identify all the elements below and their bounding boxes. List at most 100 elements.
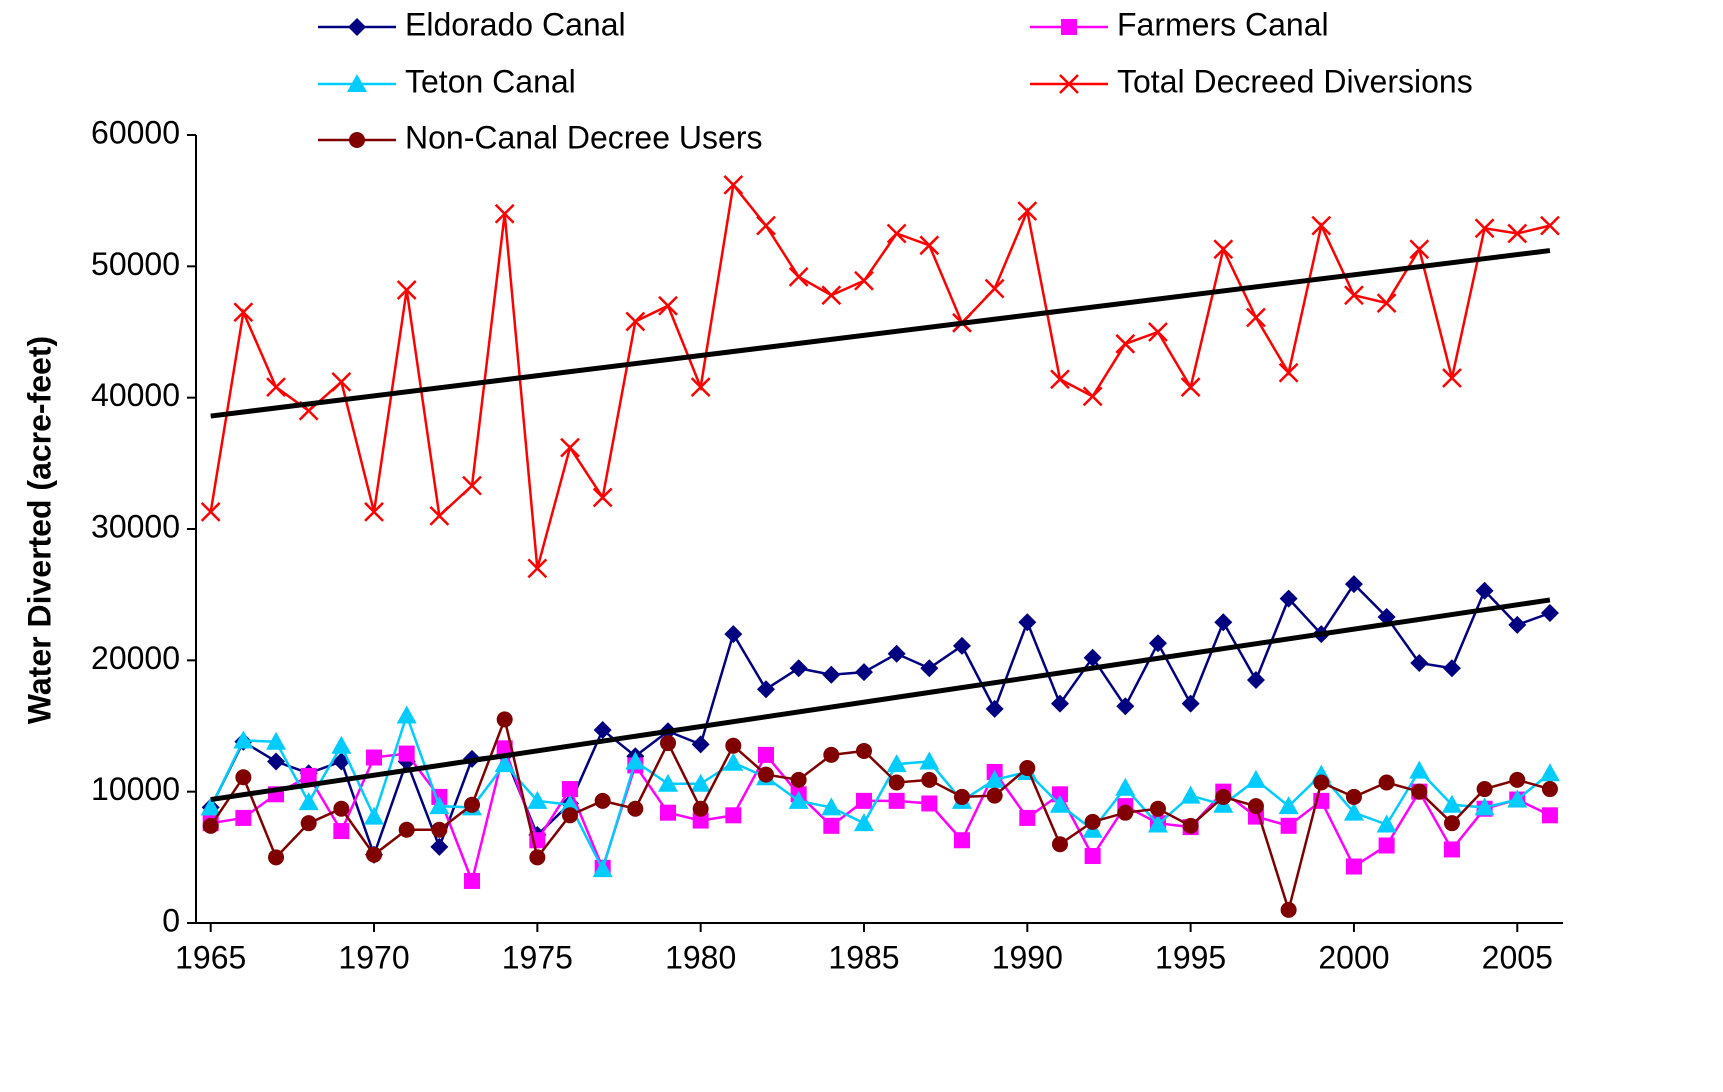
marker: [1345, 788, 1362, 805]
legend-label: Total Decreed Diversions: [1117, 63, 1473, 99]
marker: [1051, 786, 1068, 803]
marker: [657, 773, 678, 792]
marker: [398, 821, 415, 838]
marker: [1061, 19, 1077, 35]
marker: [429, 505, 450, 526]
marker: [592, 487, 613, 508]
marker: [757, 766, 774, 783]
x-tick-label: 1965: [175, 939, 246, 975]
marker: [560, 794, 581, 813]
marker: [349, 132, 365, 148]
marker: [1148, 634, 1167, 653]
marker: [267, 752, 286, 771]
marker: [1280, 817, 1297, 834]
marker: [235, 769, 252, 786]
marker: [1311, 215, 1332, 236]
marker: [364, 502, 384, 522]
marker: [692, 800, 709, 817]
marker: [398, 745, 415, 762]
marker: [1246, 671, 1265, 690]
marker: [1541, 807, 1558, 824]
marker: [1051, 836, 1068, 853]
marker: [1509, 771, 1526, 788]
legend-label: Eldorado Canal: [405, 6, 626, 42]
marker: [1147, 814, 1168, 833]
marker: [594, 792, 611, 809]
marker: [347, 74, 367, 92]
trend-line: [210, 248, 1551, 419]
marker: [1279, 589, 1298, 608]
marker: [527, 790, 548, 809]
y-tick-label: 40000: [91, 377, 180, 413]
marker: [855, 742, 872, 759]
marker: [1215, 788, 1232, 805]
marker: [1540, 215, 1560, 236]
marker: [1376, 814, 1397, 833]
legend-item: Farmers Canal: [1030, 6, 1329, 42]
marker: [886, 223, 907, 244]
marker: [462, 475, 482, 496]
marker: [200, 797, 221, 816]
marker: [627, 800, 644, 817]
marker: [233, 730, 254, 749]
marker: [1084, 848, 1101, 865]
marker: [364, 806, 385, 825]
marker: [984, 769, 1005, 788]
marker: [625, 311, 646, 332]
marker: [853, 813, 874, 832]
marker: [1116, 697, 1135, 716]
marker: [1115, 333, 1136, 354]
marker: [888, 774, 905, 791]
marker: [1409, 760, 1430, 779]
series-line: [209, 181, 1551, 569]
marker: [919, 751, 940, 770]
marker: [1344, 575, 1363, 594]
marker: [920, 659, 939, 678]
marker: [1019, 809, 1036, 826]
marker: [1084, 813, 1101, 830]
marker: [1539, 763, 1560, 782]
y-tick-label: 20000: [91, 640, 180, 676]
x-tick-label: 1995: [1155, 939, 1226, 975]
marker: [396, 705, 417, 724]
x-tick-label: 1990: [992, 939, 1063, 975]
marker: [1507, 223, 1528, 244]
x-tick-label: 1980: [665, 939, 736, 975]
y-tick-label: 0: [162, 902, 180, 938]
marker: [757, 746, 774, 763]
marker: [725, 807, 742, 824]
marker: [1017, 201, 1038, 222]
y-tick-label: 10000: [91, 771, 180, 807]
marker: [1474, 218, 1495, 239]
marker: [331, 735, 352, 754]
marker: [1344, 285, 1364, 306]
marker: [1049, 794, 1070, 813]
marker: [464, 872, 481, 889]
x-tick-label: 1985: [828, 939, 899, 975]
marker: [496, 740, 513, 757]
marker: [821, 285, 842, 306]
marker: [200, 502, 221, 522]
marker: [724, 625, 743, 644]
marker: [690, 773, 711, 792]
legend-label: Teton Canal: [405, 63, 576, 99]
marker: [1213, 239, 1234, 260]
marker: [496, 711, 513, 728]
marker: [952, 636, 971, 655]
marker: [1475, 581, 1494, 600]
marker: [1181, 694, 1200, 713]
y-tick-label: 30000: [91, 508, 180, 544]
marker: [823, 817, 840, 834]
marker: [1180, 785, 1201, 804]
legend-label: Farmers Canal: [1117, 6, 1329, 42]
marker: [1246, 307, 1266, 328]
marker: [1280, 901, 1297, 918]
marker: [1378, 774, 1395, 791]
marker: [659, 735, 676, 752]
marker: [1278, 796, 1299, 815]
marker: [1507, 789, 1528, 808]
marker: [1409, 239, 1430, 260]
marker: [562, 807, 579, 824]
marker: [333, 800, 350, 817]
